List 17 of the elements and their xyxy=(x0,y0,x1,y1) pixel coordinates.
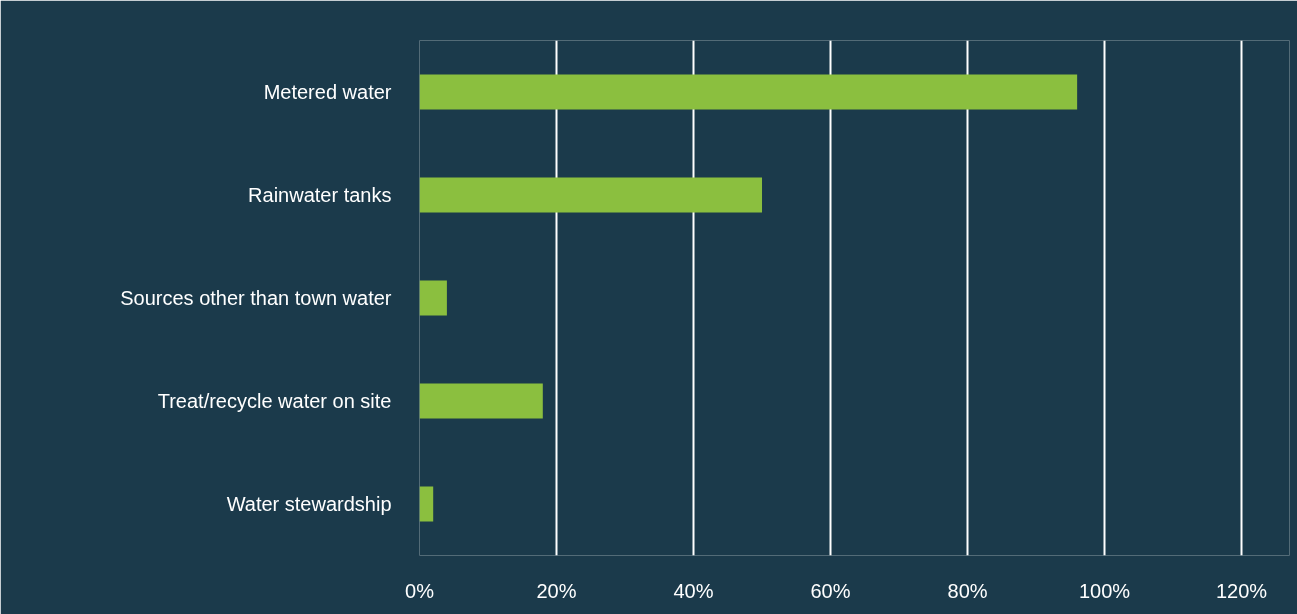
x-tick-label: 80% xyxy=(947,579,988,602)
x-tick-label: 120% xyxy=(1215,579,1268,602)
y-tick-label: Rainwater tanks xyxy=(248,184,392,206)
bar xyxy=(419,486,434,522)
x-tick-label: 20% xyxy=(536,579,577,602)
bar xyxy=(419,383,543,419)
y-tick-label: Treat/recycle water on site xyxy=(157,390,392,412)
bar xyxy=(419,74,1078,110)
x-tick-label: 0% xyxy=(405,579,435,602)
x-tick-label: 60% xyxy=(810,579,851,602)
bar xyxy=(419,177,763,213)
y-tick-label: Water stewardship xyxy=(226,493,392,515)
x-tick-label: 100% xyxy=(1078,579,1131,602)
bar xyxy=(419,280,447,316)
y-tick-label: Sources other than town water xyxy=(120,287,392,309)
x-tick-label: 40% xyxy=(673,579,714,602)
y-tick-label: Metered water xyxy=(263,81,392,103)
